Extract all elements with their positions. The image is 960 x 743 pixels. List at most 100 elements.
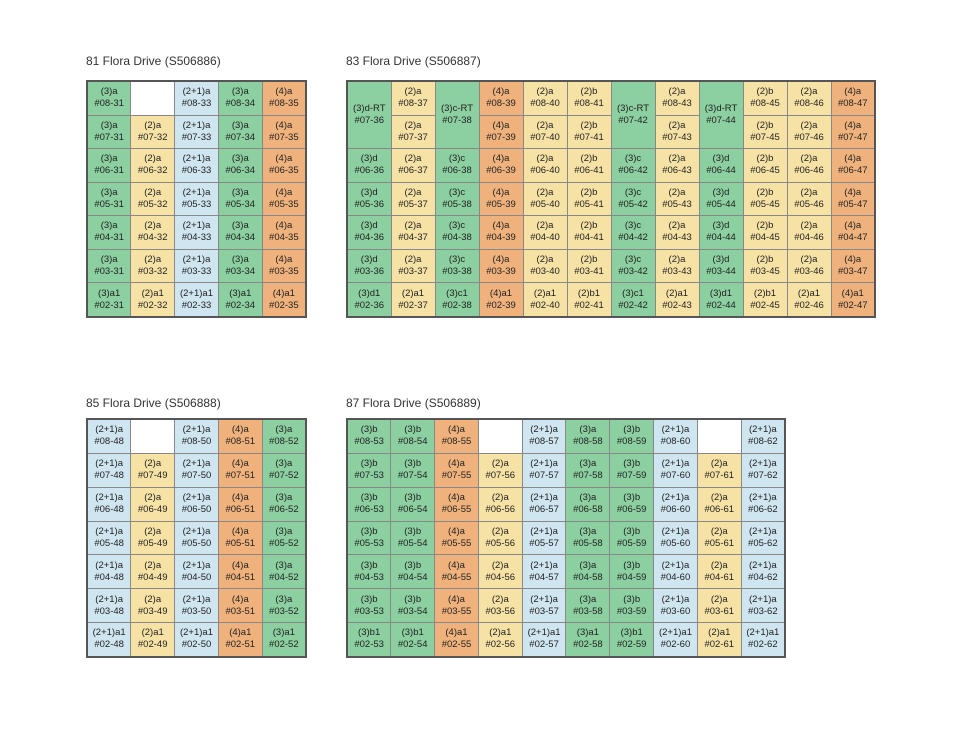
unit-cell: (2+1)a #04-50 (174, 554, 219, 590)
unit-cell: (3)b #06-59 (609, 486, 655, 522)
unit-number: #07-62 (748, 470, 778, 482)
unit-cell: (2)a #07-32 (130, 114, 176, 150)
unit-cell: (2+1)a #08-62 (740, 418, 786, 454)
unit-type: (3)c (624, 186, 642, 198)
unit-cell: (3)b #03-54 (390, 588, 436, 623)
unit-number: #04-45 (750, 232, 780, 244)
unit-cell: (2)a #06-40 (522, 148, 568, 183)
unit-type: (2)a (404, 186, 422, 198)
unit-type: (2+1)a (661, 593, 690, 605)
unit-cell: (2+1)a #05-33 (174, 181, 219, 217)
unit-cell: (3)a #07-34 (217, 114, 263, 150)
unit-cell: (3)a #05-58 (565, 520, 611, 556)
unit-number: #02-32 (137, 299, 168, 311)
unit-type: (2)a (800, 186, 818, 198)
unit-cell: (4)a #06-35 (261, 148, 307, 183)
unit-number: #07-43 (662, 131, 692, 143)
empty-unit-cell (696, 418, 742, 454)
unit-cell: (2+1)a #07-48 (86, 452, 132, 488)
unit-cell: (2+1)a1 #02-48 (86, 621, 132, 658)
unit-number: #04-62 (748, 571, 778, 583)
unit-type: (4)a (448, 492, 465, 504)
unit-cell: (3)c #03-42 (610, 248, 656, 284)
unit-cell: (3)b #03-53 (346, 588, 392, 623)
unit-number: #05-52 (269, 537, 299, 549)
unit-cell: (4)a #03-55 (434, 588, 479, 623)
unit-number: #06-31 (94, 165, 124, 177)
unit-cell: (2)b #05-41 (566, 181, 612, 217)
unit-type: (2+1)a1 (179, 627, 213, 639)
unit-type: (2+1)a (182, 424, 211, 436)
unit-number: #05-54 (397, 537, 428, 549)
floor-row: (2+1)a #06-48 (2)a #06-49 (2+1)a #06-50 (4)a #0… (86, 486, 307, 522)
unit-cell: (3)b #04-54 (390, 554, 436, 590)
unit-cell: (3)a1 #02-58 (565, 621, 611, 658)
unit-type: (4)a (844, 86, 862, 98)
unit-type: (4)a (492, 119, 510, 131)
unit-cell: (2)a #08-43 (654, 80, 700, 116)
unit-number: #05-56 (485, 537, 516, 549)
unit-type: (2)a (536, 86, 554, 98)
unit-cell: (2+1)a #04-57 (521, 554, 567, 590)
unit-number: #05-49 (137, 537, 168, 549)
unit-number: #06-58 (573, 504, 603, 516)
unit-type: (2)a1 (797, 287, 821, 299)
unit-cell: (4)a #06-51 (217, 486, 263, 522)
unit-type: (3)b1 (620, 627, 643, 639)
unit-type: (2)a (710, 559, 728, 571)
unit-number: #02-48 (94, 639, 124, 651)
unit-type: (2)b (580, 186, 598, 198)
unit-type: (2+1)a (182, 525, 211, 537)
floor-row: (3)a #05-31 (2)a #05-32 (2+1)a #05-33 (3)a #05-… (86, 181, 307, 217)
unit-number: #03-47 (837, 266, 868, 277)
unit-number: #02-62 (748, 639, 778, 651)
unit-cell: (4)a #04-35 (261, 215, 307, 250)
unit-type: (2+1)a (182, 458, 211, 470)
unit-type: (4)a (231, 458, 249, 470)
unit-cell: (2)a #06-49 (130, 486, 176, 522)
unit-cell: (2)a1 #02-32 (130, 282, 176, 318)
unit-cell: (2)a1 #02-46 (786, 282, 832, 318)
unit-type: (4)a (492, 153, 510, 165)
unit-cell: (2+1)a1 #02-33 (174, 282, 219, 318)
unit-cell: (3)b #08-59 (609, 418, 655, 454)
unit-cell: (3)a #04-52 (261, 554, 307, 590)
unit-cell: (3)a1 #02-52 (261, 621, 307, 658)
unit-type: (2)a1 (665, 287, 689, 299)
unit-number: #03-35 (269, 266, 299, 277)
unit-cell: (2)a #04-56 (477, 554, 523, 590)
unit-type: (3)a (275, 559, 293, 571)
unit-grid: (2+1)a #08-48 (2+1)a #08-50 (4)a #08-51 (3)a #0… (86, 418, 307, 658)
unit-cell: (3)a #05-52 (261, 520, 307, 556)
unit-cell: (3)a #06-31 (86, 148, 132, 183)
unit-cell: (2+1)a #05-48 (86, 520, 132, 556)
unit-cell: (4)a #03-35 (261, 248, 307, 284)
unit-type: (2)b (756, 153, 774, 165)
unit-type: (3)b (404, 593, 422, 605)
unit-number: #06-47 (837, 165, 868, 177)
unit-number: #04-31 (94, 232, 124, 244)
unit-number: #04-39 (486, 232, 516, 244)
unit-cell: (4)a #03-39 (478, 248, 524, 284)
unit-type: (4)a (492, 86, 510, 98)
unit-number: #08-60 (660, 436, 691, 448)
unit-cell: (2+1)a #07-62 (740, 452, 786, 488)
unit-number: #06-41 (574, 165, 604, 177)
floor-row: (3)b1 #02-53 (3)b1 #02-54 (4)a1 #02-55 (2)a1 #0… (346, 621, 786, 658)
unit-number: #06-48 (94, 504, 124, 516)
unit-cell: (4)a #07-47 (830, 114, 876, 150)
unit-cell: (2)a #03-46 (786, 248, 832, 284)
unit-type: (2)a (800, 220, 818, 232)
unit-number: #08-33 (181, 98, 212, 110)
unit-cell: (2)a1 #02-49 (130, 621, 176, 658)
unit-number: #05-34 (225, 198, 256, 210)
unit-number: #04-41 (574, 232, 604, 244)
unit-number: #03-55 (441, 605, 472, 617)
unit-cell: (3)a1 #02-31 (86, 282, 132, 318)
floor-row: (2)a #07-37 (4)a #07-39 (2)a #07-40 (2)b #07-41… (347, 114, 876, 150)
unit-type: (3)a (579, 525, 597, 537)
unit-cell: (2)b1 #02-41 (566, 282, 612, 318)
unit-type: (4)a (448, 525, 465, 537)
unit-number: #08-59 (616, 436, 647, 448)
unit-cell: (2+1)a #04-48 (86, 554, 132, 590)
